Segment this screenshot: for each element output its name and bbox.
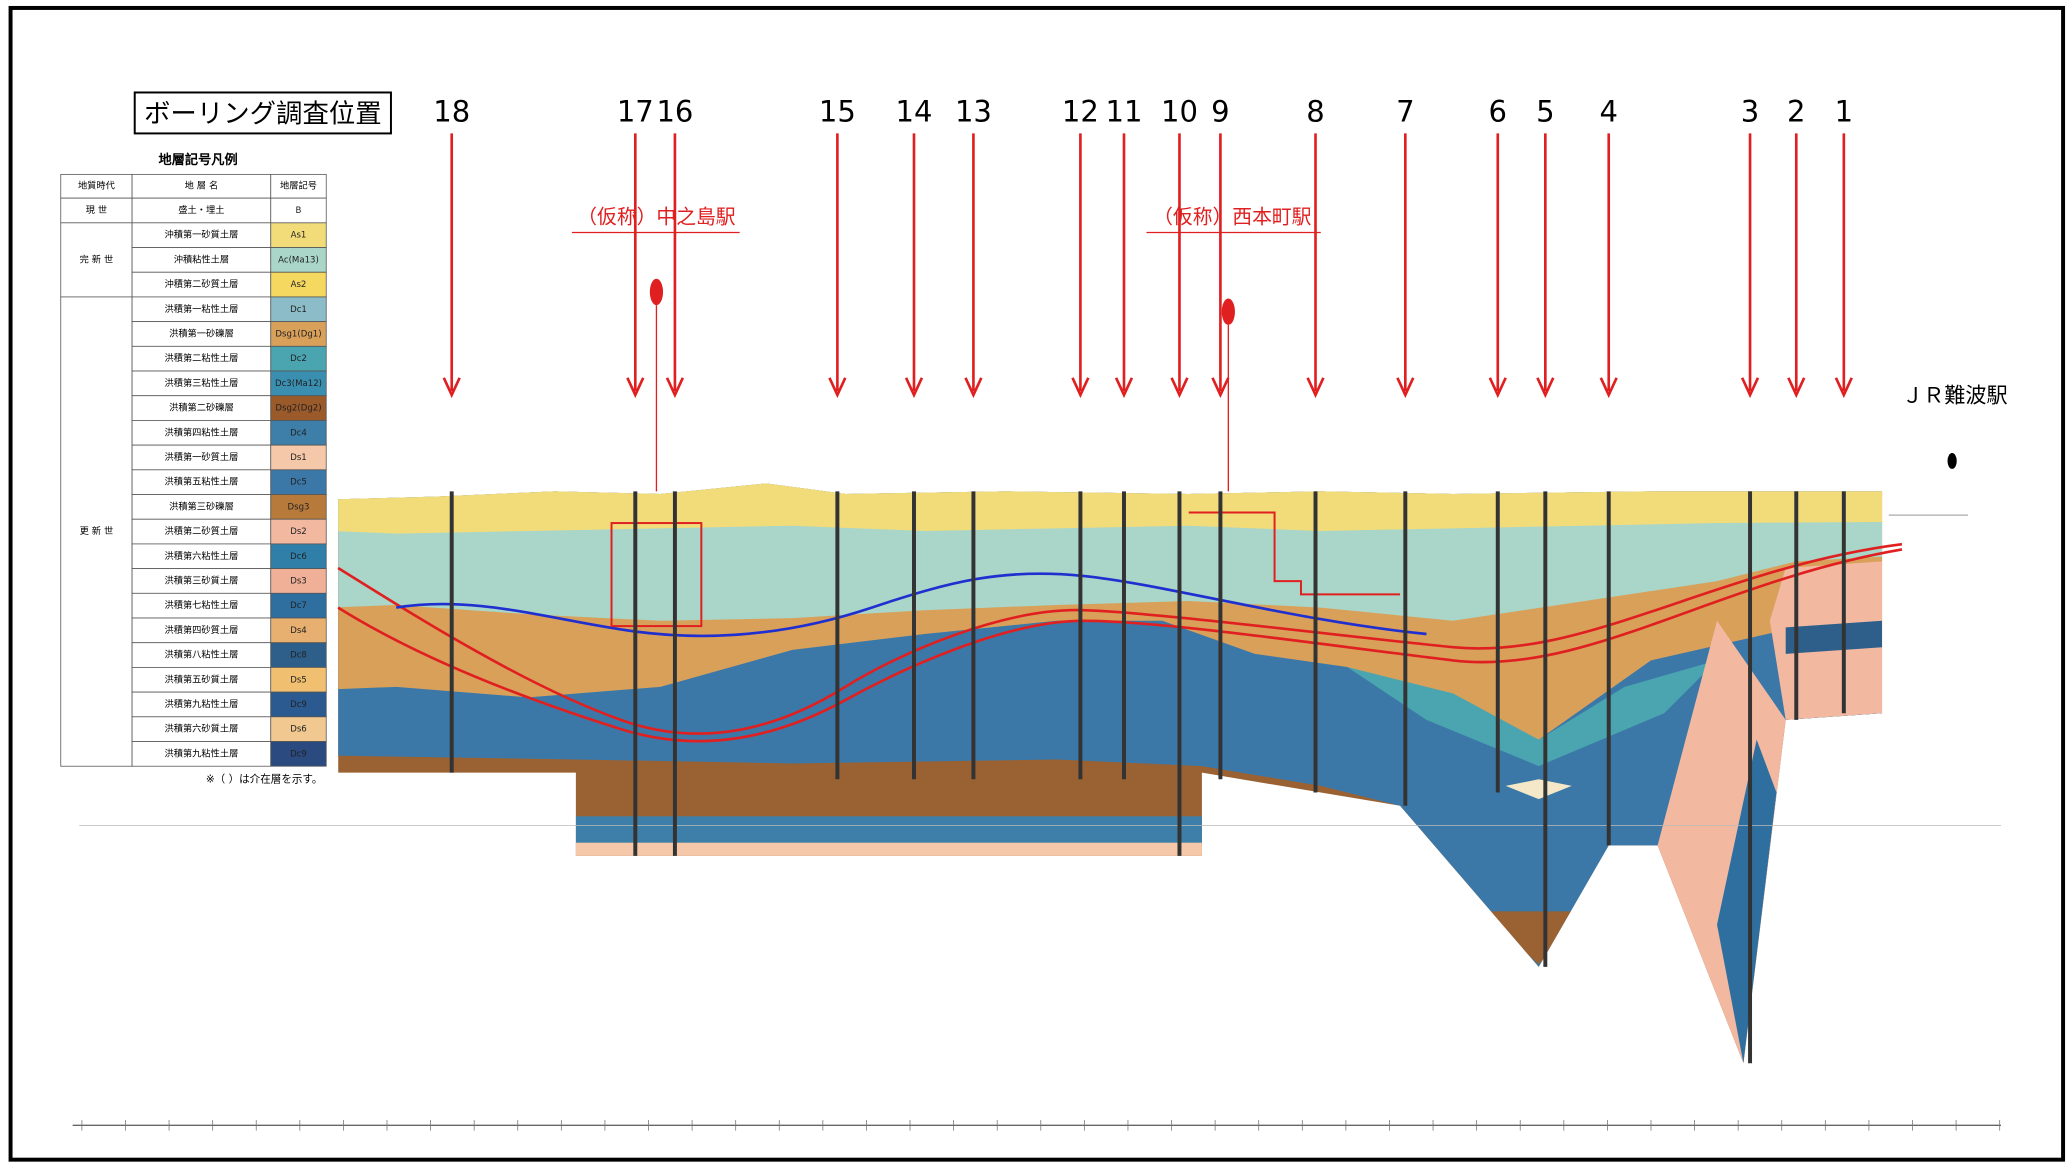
- legend-symbol: Dsg2(Dg2): [275, 404, 321, 414]
- legend-symbol: As1: [291, 231, 307, 241]
- legend-header: 地質時代: [78, 180, 115, 192]
- boring-number: 12: [1062, 95, 1099, 129]
- legend-name: 洪積第六砂質土層: [164, 723, 238, 735]
- boring-number: 6: [1489, 95, 1507, 129]
- legend-symbol: Dsg3: [288, 502, 310, 512]
- legend-name: 盛土・埋土: [178, 204, 224, 216]
- boring-number: 14: [896, 95, 933, 129]
- boring-number: 13: [955, 95, 992, 129]
- legend-name: 洪積第五粘性土層: [164, 476, 238, 488]
- boring-number: 4: [1599, 95, 1617, 129]
- legend-name: 洪積第九粘性土層: [164, 747, 238, 759]
- legend-name: 洪積第三砂質土層: [164, 574, 238, 586]
- legend-symbol: Ds1: [290, 453, 307, 463]
- legend-era: 現 世: [86, 204, 107, 216]
- boring-number: 11: [1106, 95, 1143, 129]
- boring-number: 18: [433, 95, 470, 129]
- legend-name: 洪積第一粘性土層: [164, 303, 238, 315]
- stratum: [576, 816, 1210, 845]
- legend-symbol: Dc9: [290, 700, 307, 710]
- legend-symbol: Ds3: [290, 576, 307, 586]
- legend-symbol: Ds2: [290, 527, 307, 537]
- legend-name: 洪積第二粘性土層: [164, 352, 238, 364]
- legend-name: 洪積第二砂質土層: [164, 525, 238, 537]
- legend-era: 更 新 世: [80, 525, 114, 537]
- legend-symbol: Dc9: [290, 749, 307, 759]
- legend-symbol: Ds5: [290, 675, 307, 685]
- legend-header: 地 層 名: [185, 180, 219, 192]
- boring-number: 7: [1396, 95, 1414, 129]
- legend-name: 洪積第九粘性土層: [164, 698, 238, 710]
- legend-symbol: Dc1: [290, 305, 307, 315]
- legend-name: 洪積第三砂礫層: [169, 500, 234, 512]
- legend-name: 洪積第七粘性土層: [164, 599, 238, 611]
- legend-title: 地層記号凡例: [159, 151, 238, 168]
- legend-symbol: Dc6: [290, 552, 307, 562]
- legend-name: 洪積第四粘性土層: [164, 426, 238, 438]
- legend-symbol: Ac(Ma13): [278, 255, 319, 265]
- station-marker: [1222, 299, 1235, 325]
- legend-symbol: Ds6: [290, 725, 307, 735]
- legend-name: 洪積第三粘性土層: [164, 377, 238, 389]
- boring-number: 9: [1211, 95, 1229, 129]
- station-marker: [650, 279, 663, 305]
- legend-name: 洪積第五砂質土層: [164, 673, 238, 685]
- legend-name: 洪積第二砂礫層: [169, 402, 234, 414]
- legend-note: ※（ ）は介在層を示す。: [206, 772, 323, 785]
- station-label: ＪＲ難波駅: [1902, 382, 2008, 407]
- boring-number: 3: [1741, 95, 1759, 129]
- boring-number: 17: [617, 95, 654, 129]
- title: ボーリング調査位置: [144, 98, 382, 129]
- boring-number: 16: [656, 95, 693, 129]
- legend-era: 完 新 世: [80, 253, 114, 265]
- legend-name: 洪積第四砂質土層: [164, 624, 238, 636]
- boring-number: 5: [1536, 95, 1554, 129]
- legend-name: 洪積第一砂礫層: [169, 327, 234, 339]
- legend-name: 沖積第二砂質土層: [164, 278, 238, 290]
- boring-number: 8: [1306, 95, 1324, 129]
- boring-number: 2: [1787, 95, 1805, 129]
- legend-symbol: Dc7: [290, 601, 307, 611]
- station-marker: [1948, 453, 1957, 469]
- legend-symbol: Dc3(Ma12): [275, 379, 322, 389]
- legend-symbol: Dc4: [290, 428, 307, 438]
- legend-symbol: Dc8: [290, 651, 307, 661]
- legend-name: 洪積第六粘性土層: [164, 550, 238, 562]
- station-label: （仮称）中之島駅: [577, 205, 736, 228]
- legend-symbol: Dsg1(Dg1): [275, 329, 321, 339]
- station-label: （仮称）西本町駅: [1153, 205, 1312, 228]
- legend-symbol: Dc5: [290, 478, 307, 488]
- boring-number: 10: [1161, 95, 1198, 129]
- cross-section-sheet: ボーリング調査位置 地層記号凡例 地質時代 地 層 名 地層記号現 世 盛土・埋土 B 完…: [0, 0, 2071, 1163]
- boring-number: 15: [819, 95, 856, 129]
- legend-name: 洪積第八粘性土層: [164, 649, 238, 661]
- legend-symbol: As2: [291, 280, 307, 290]
- legend-header: 地層記号: [280, 180, 317, 192]
- legend-name: 洪積第一砂質土層: [164, 451, 238, 463]
- boring-number: 1: [1835, 95, 1853, 129]
- legend-name: 沖積粘性土層: [174, 253, 229, 265]
- legend-symbol: Ds4: [290, 626, 307, 636]
- legend-symbol: B: [296, 206, 302, 216]
- legend-name: 沖積第一砂質土層: [164, 229, 238, 241]
- legend-symbol: Dc2: [290, 354, 307, 364]
